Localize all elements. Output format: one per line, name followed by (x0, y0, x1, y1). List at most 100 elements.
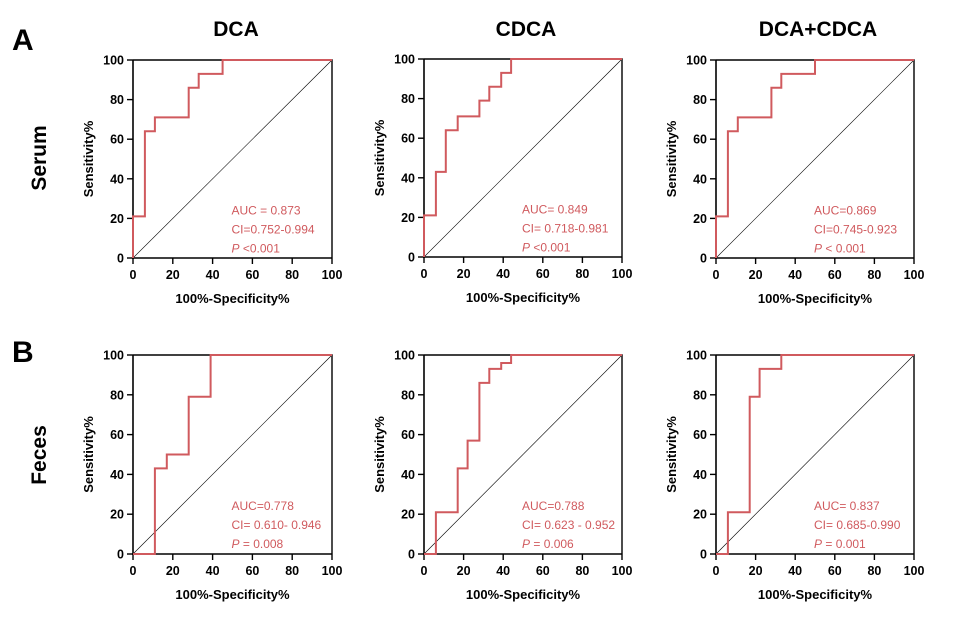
x-axis-label: 100%-Specificity% (175, 587, 290, 602)
chart-serum-dca: 0 20 40 60 80 100 0 20 40 60 80 100 100%-Specificity… (81, 54, 342, 307)
x-tick-label: 0 (421, 564, 428, 578)
x-tick-label: 100 (612, 267, 633, 281)
roc-curve (715, 59, 914, 258)
p-value-label: P <0.001 (522, 240, 571, 254)
y-axis-label: Sensitivity% (664, 120, 679, 197)
x-tick-label: 80 (285, 268, 299, 282)
panel-label-b: B (12, 336, 34, 369)
ci-label: CI= 0.623 - 0.952 (522, 518, 615, 532)
reference-diagonal (423, 58, 623, 258)
x-tick-label: 100 (904, 564, 925, 578)
p-value: <0.001 (240, 241, 281, 255)
y-tick-label: 60 (401, 132, 415, 146)
column-title-dca-cdca: DCA+CDCA (759, 18, 877, 41)
x-axis-label: 100%-Specificity% (758, 587, 873, 602)
p-value-label: P = 0.001 (814, 537, 866, 551)
p-value: = 0.006 (530, 537, 574, 551)
x-tick-label: 20 (166, 268, 180, 282)
y-axis-label: Sensitivity% (372, 416, 387, 493)
y-tick-label: 80 (693, 93, 707, 107)
x-tick-label: 0 (713, 268, 720, 282)
x-tick-label: 0 (130, 268, 137, 282)
roc-curve (716, 354, 914, 555)
y-tick-label: 100 (394, 53, 415, 67)
y-tick-label: 20 (693, 508, 707, 522)
chart-feces-dca: 0 20 40 60 80 100 0 20 40 60 80 100 100%-Specificity… (81, 349, 342, 603)
y-tick-label: 80 (110, 93, 124, 107)
panel-label-a: A (12, 24, 34, 57)
ci-label: CI= 0.685-0.990 (814, 518, 901, 532)
y-tick-label: 60 (693, 428, 707, 442)
p-symbol: P (522, 537, 530, 551)
x-tick-label: 100 (322, 564, 343, 578)
y-axis-label: Sensitivity% (81, 416, 96, 493)
y-tick-label: 60 (110, 133, 124, 147)
y-tick-label: 40 (693, 172, 707, 186)
y-tick-label: 40 (401, 171, 415, 185)
reference-diagonal (715, 59, 915, 259)
y-tick-label: 60 (110, 428, 124, 442)
y-tick-label: 20 (401, 211, 415, 225)
x-tick-label: 40 (496, 267, 510, 281)
x-tick-label: 20 (749, 564, 763, 578)
column-title-cdca: CDCA (496, 18, 557, 41)
ci-label: CI=0.752-0.994 (232, 222, 315, 236)
x-tick-label: 20 (457, 564, 471, 578)
x-tick-label: 40 (206, 268, 220, 282)
ci-label: CI= 0.610- 0.946 (232, 518, 322, 532)
y-tick-label: 20 (110, 212, 124, 226)
x-axis-label: 100%-Specificity% (466, 290, 581, 305)
reference-diagonal (132, 354, 333, 555)
column-title-dca: DCA (213, 18, 259, 41)
y-tick-label: 40 (110, 468, 124, 482)
x-tick-label: 80 (285, 564, 299, 578)
roc-curve (424, 354, 622, 555)
p-symbol: P (232, 537, 240, 551)
auc-label: AUC=0.869 (814, 203, 877, 217)
y-axis-label: Sensitivity% (372, 119, 387, 196)
x-tick-label: 0 (713, 564, 720, 578)
y-tick-label: 80 (110, 388, 124, 402)
y-tick-label: 20 (110, 508, 124, 522)
p-symbol: P (232, 241, 240, 255)
y-tick-label: 0 (700, 548, 707, 562)
y-tick-label: 0 (117, 252, 124, 266)
x-tick-label: 0 (130, 564, 137, 578)
chart-serum-cdca: 0 20 40 60 80 100 0 20 40 60 80 100 100%-Specificity… (372, 53, 632, 306)
p-value: = 0.008 (240, 537, 284, 551)
y-tick-label: 80 (401, 92, 415, 106)
y-tick-label: 100 (686, 349, 707, 363)
p-value: < 0.001 (822, 241, 866, 255)
x-tick-label: 100 (612, 564, 633, 578)
p-value-label: P <0.001 (232, 241, 281, 255)
ci-label: CI= 0.718-0.981 (522, 221, 609, 235)
y-tick-label: 40 (110, 172, 124, 186)
y-tick-label: 40 (693, 468, 707, 482)
chart-serum-dca-cdca: 0 20 40 60 80 100 0 20 40 60 80 100 100%-Specificity… (664, 54, 924, 307)
y-tick-label: 60 (401, 428, 415, 442)
y-tick-label: 0 (408, 548, 415, 562)
y-tick-label: 0 (700, 252, 707, 266)
y-axis-label: Sensitivity% (81, 120, 96, 197)
roc-plots: 0 20 40 60 80 100 0 20 40 60 80 100 100%-Specificity… (81, 53, 924, 603)
y-tick-label: 80 (401, 388, 415, 402)
p-value: = 0.001 (822, 537, 866, 551)
y-tick-label: 100 (103, 54, 124, 68)
auc-label: AUC=0.788 (522, 499, 585, 513)
y-tick-label: 100 (394, 349, 415, 363)
y-tick-label: 0 (117, 548, 124, 562)
auc-label: AUC = 0.873 (232, 203, 301, 217)
x-tick-label: 20 (749, 268, 763, 282)
p-symbol: P (814, 241, 822, 255)
reference-diagonal (423, 354, 623, 555)
y-tick-label: 100 (103, 349, 124, 363)
x-tick-label: 60 (245, 268, 259, 282)
x-tick-label: 80 (867, 564, 881, 578)
x-tick-label: 60 (536, 564, 550, 578)
auc-label: AUC=0.778 (232, 499, 295, 513)
p-value-label: P < 0.001 (814, 241, 866, 255)
reference-diagonal (715, 354, 915, 555)
y-tick-label: 100 (686, 54, 707, 68)
row-label-serum: Serum (28, 125, 51, 190)
